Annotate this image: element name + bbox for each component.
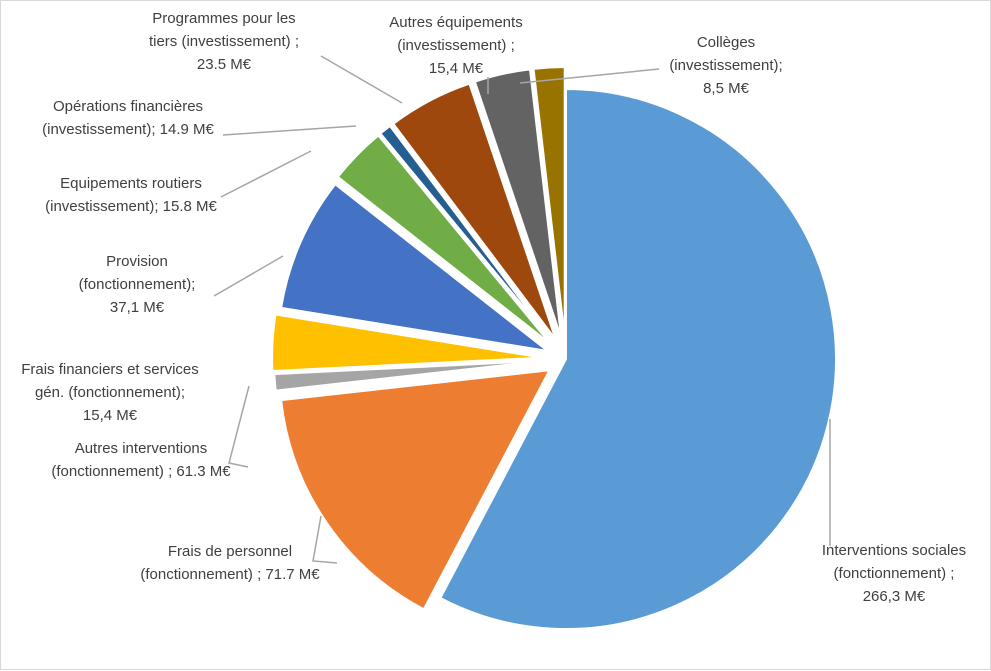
- pie-slice-programmes-tiers[interactable]: [391, 82, 557, 341]
- slices-layer: [271, 66, 837, 630]
- data-label-line: (investissement);: [669, 57, 782, 74]
- data-label-frais-personnel: Frais de personnel (fonctionnement) ; 71.…: [140, 543, 320, 583]
- data-label-line: Autres équipements: [389, 14, 522, 31]
- pie-slice-interventions-sociales[interactable]: [439, 87, 837, 630]
- data-label-line: Frais financiers et services: [21, 361, 199, 378]
- labels-layer: Interventions sociales (fonctionnement) ;…: [21, 10, 966, 605]
- leaders-layer: [213, 55, 831, 564]
- data-label-autres-interventions: Autres interventions (fonctionnement) ; 6…: [51, 440, 231, 480]
- data-label-autres-equipements: Autres équipements (investissement) ; 15,4…: [389, 14, 522, 77]
- data-label-interventions-sociales: Interventions sociales (fonctionnement) ;…: [822, 542, 966, 605]
- leader-line-autres-interventions: [228, 385, 250, 468]
- pie-slice-colleges[interactable]: [532, 66, 566, 338]
- data-label-line: Collèges: [697, 34, 755, 51]
- data-label-line: Provision: [106, 253, 168, 270]
- pie-slice-frais-personnel[interactable]: [280, 369, 552, 611]
- pie-slice-equipements-routiers[interactable]: [336, 134, 552, 345]
- data-label-line: 15,4 M€: [429, 60, 484, 77]
- data-label-line: Equipements routiers: [60, 175, 202, 192]
- leader-line-programmes-tiers: [320, 55, 403, 104]
- pie-slice-autres-interventions[interactable]: [273, 359, 545, 392]
- data-label-equipements-routiers: Equipements routiers (investissement); 15…: [45, 175, 217, 215]
- data-label-line: (investissement); 15.8 M€: [45, 198, 217, 215]
- data-label-line: (fonctionnement);: [79, 276, 196, 293]
- data-label-provision: Provision (fonctionnement); 37,1 M€: [79, 253, 196, 316]
- leader-line-equipements-routiers: [220, 150, 312, 198]
- leader-line-colleges: [519, 68, 660, 84]
- pie-slice-autres-equipements[interactable]: [473, 68, 563, 338]
- data-label-line: Interventions sociales: [822, 542, 966, 559]
- data-label-line: (fonctionnement) ; 61.3 M€: [51, 463, 231, 480]
- leader-line-frais-personnel: [312, 515, 338, 564]
- data-label-line: 15,4 M€: [83, 407, 138, 424]
- data-label-frais-financiers: Frais financiers et services gén. (foncti…: [21, 361, 199, 424]
- data-label-line: Programmes pour les: [152, 10, 295, 27]
- leader-line-provision: [213, 255, 284, 297]
- data-label-line: 8,5 M€: [703, 80, 750, 97]
- data-label-line: tiers (investissement) ;: [149, 33, 299, 50]
- data-label-line: 23.5 M€: [197, 56, 252, 73]
- leader-line-operations-financieres: [222, 125, 357, 136]
- pie-slice-frais-financiers[interactable]: [271, 313, 543, 373]
- pie-slice-operations-financieres[interactable]: [379, 124, 554, 343]
- data-label-operations-financieres: Opérations financières (investissement); …: [42, 98, 214, 138]
- data-label-line: 266,3 M€: [863, 588, 926, 605]
- data-label-line: Frais de personnel: [168, 543, 292, 560]
- data-label-line: 37,1 M€: [110, 299, 165, 316]
- pie-slice-provision[interactable]: [279, 182, 549, 352]
- data-label-line: Opérations financières: [53, 98, 203, 115]
- data-label-line: (investissement) ;: [397, 37, 515, 54]
- data-label-line: (investissement); 14.9 M€: [42, 121, 214, 138]
- data-label-line: (fonctionnement) ;: [834, 565, 955, 582]
- data-label-line: (fonctionnement) ; 71.7 M€: [140, 566, 320, 583]
- data-label-line: Autres interventions: [75, 440, 208, 457]
- data-label-line: gén. (fonctionnement);: [35, 384, 185, 401]
- data-label-programmes-tiers: Programmes pour les tiers (investissement…: [149, 10, 299, 73]
- data-label-colleges: Collèges (investissement); 8,5 M€: [669, 34, 782, 97]
